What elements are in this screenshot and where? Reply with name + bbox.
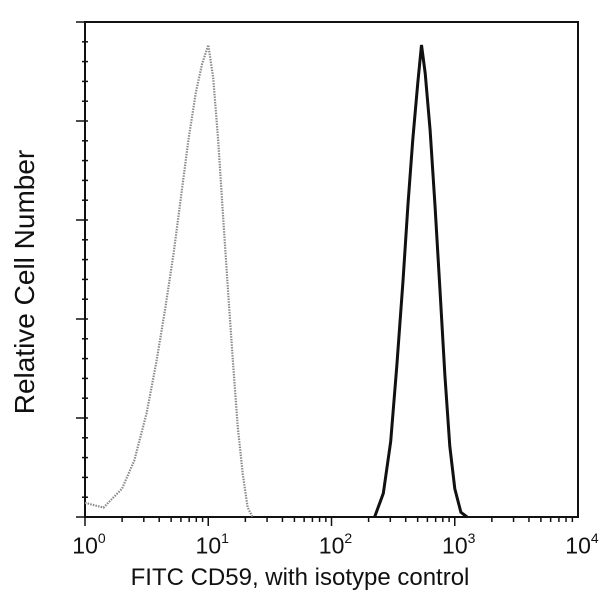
cd59-curve: [373, 44, 469, 519]
x-tick-label: 101: [195, 530, 229, 559]
x-tick-label: 102: [318, 530, 353, 559]
x-axis-label: FITC CD59, with isotype control: [130, 564, 470, 591]
x-axis-ticks: [84, 517, 574, 526]
x-tick-label: 103: [442, 530, 476, 559]
x-tick-label: 104: [565, 530, 599, 559]
y-axis-ticks: [76, 21, 88, 518]
plot-frame: [84, 21, 579, 518]
y-axis-label: Relative Cell Number: [9, 149, 40, 415]
x-tick-label: 100: [72, 530, 106, 559]
isotype-control-curve: [84, 44, 254, 518]
